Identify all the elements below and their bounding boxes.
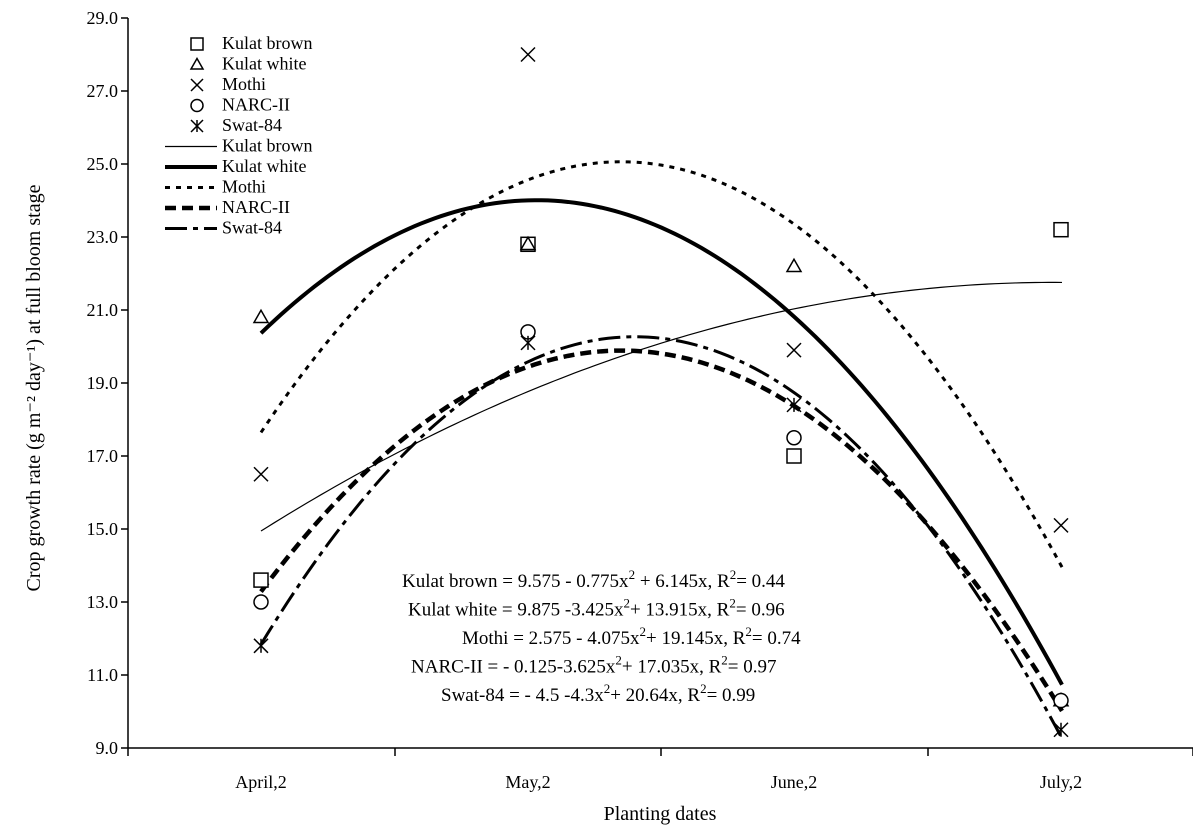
legend-label: Kulat white bbox=[222, 156, 306, 176]
data-point-mothi bbox=[253, 466, 269, 482]
regression-equation: NARC-II = - 0.125-3.625x2+ 17.035x, R2= … bbox=[411, 653, 777, 678]
legend-label: Kulat white bbox=[222, 54, 306, 74]
data-point-narc-ii bbox=[1053, 692, 1069, 709]
data-point-kulat-brown bbox=[786, 448, 802, 464]
data-point-kulat-brown bbox=[253, 572, 269, 588]
legend-marker-kulat-brown bbox=[190, 37, 204, 51]
legend-label: Kulat brown bbox=[222, 33, 312, 53]
trend-line-mothi bbox=[259, 160, 1064, 568]
regression-equation: Kulat brown = 9.575 - 0.775x2 + 6.145x, … bbox=[402, 567, 785, 592]
legend-label: NARC-II bbox=[222, 95, 290, 115]
legend-label: Kulat brown bbox=[222, 136, 312, 156]
x-tick-label: July,2 bbox=[1040, 772, 1082, 792]
data-point-narc-ii bbox=[786, 430, 802, 446]
regression-equation: Swat-84 = - 4.5 -4.3x2+ 20.64x, R2= 0.99 bbox=[441, 681, 755, 706]
legend-label: NARC-II bbox=[222, 197, 290, 217]
legend-marker-swat-84 bbox=[190, 119, 204, 133]
regression-equation: Mothi = 2.575 - 4.075x2+ 19.145x, R2= 0.… bbox=[462, 624, 801, 649]
y-tick-label: 25.0 bbox=[87, 154, 119, 174]
legend-marker-mothi bbox=[190, 78, 204, 92]
y-tick-label: 15.0 bbox=[87, 519, 119, 539]
legend-label: Mothi bbox=[222, 177, 266, 197]
data-point-kulat-brown bbox=[1053, 221, 1069, 238]
data-point-narc-ii bbox=[253, 594, 269, 610]
data-point-mothi bbox=[520, 46, 536, 63]
y-tick-label: 23.0 bbox=[87, 227, 119, 247]
x-tick-label: May,2 bbox=[505, 772, 550, 792]
legend-marker-narc-ii bbox=[190, 98, 204, 113]
y-tick-label: 13.0 bbox=[87, 592, 119, 612]
trend-line-swat-84 bbox=[259, 335, 1064, 740]
data-point-swat-84 bbox=[253, 638, 269, 654]
x-tick-label: April,2 bbox=[235, 772, 287, 792]
data-point-swat-84 bbox=[520, 335, 536, 351]
data-point-kulat-white bbox=[785, 257, 803, 273]
y-tick-label: 29.0 bbox=[87, 8, 119, 28]
x-axis-title: Planting dates bbox=[604, 803, 717, 825]
trend-line-narc-ii bbox=[259, 348, 1064, 713]
x-tick-label: June,2 bbox=[771, 772, 818, 792]
data-point-swat-84 bbox=[1053, 722, 1069, 738]
trend-line-kulat-brown bbox=[260, 281, 1063, 532]
trend-line-kulat-white bbox=[259, 198, 1064, 686]
legend-label: Swat-84 bbox=[222, 218, 282, 238]
legend-label: Mothi bbox=[222, 74, 266, 94]
legend-label: Swat-84 bbox=[222, 115, 282, 135]
data-point-kulat-white bbox=[519, 235, 537, 251]
legend-marker-kulat-white bbox=[189, 56, 205, 70]
y-tick-label: 11.0 bbox=[87, 665, 118, 685]
y-tick-label: 9.0 bbox=[96, 738, 119, 758]
y-tick-label: 17.0 bbox=[87, 446, 119, 466]
data-point-mothi bbox=[786, 342, 802, 358]
y-axis-title: Crop growth rate (g m⁻² day⁻¹) at full b… bbox=[23, 184, 45, 591]
y-tick-label: 19.0 bbox=[87, 373, 119, 393]
y-tick-label: 27.0 bbox=[87, 81, 119, 101]
y-tick-label: 21.0 bbox=[87, 300, 119, 320]
data-point-mothi bbox=[1053, 517, 1069, 533]
data-point-kulat-white bbox=[252, 308, 270, 324]
regression-equation: Kulat white = 9.875 -3.425x2+ 13.915x, R… bbox=[408, 596, 785, 621]
data-point-swat-84 bbox=[786, 397, 802, 413]
